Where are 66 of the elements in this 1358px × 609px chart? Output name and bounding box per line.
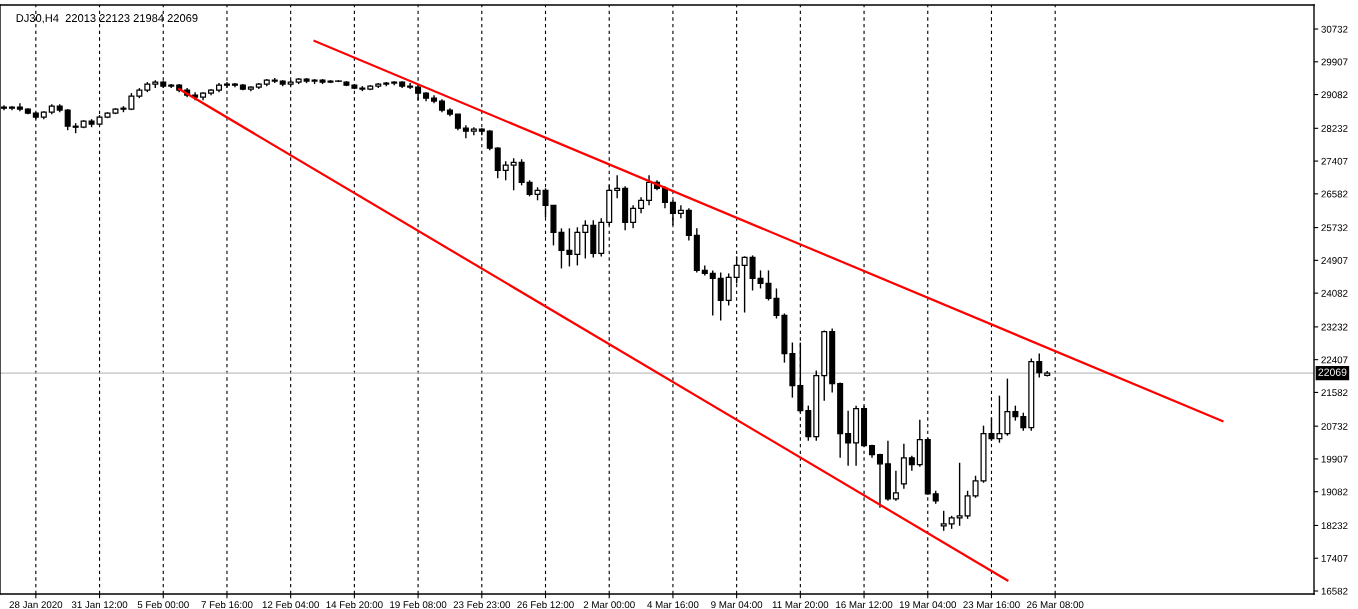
y-tick-label: 28232 [1321,125,1348,132]
candlestick [956,462,963,527]
x-tick-label: 16 Mar 12:00 [836,601,893,609]
x-tick-label: 31 Jan 12:00 [71,601,128,609]
candlestick [717,271,724,322]
y-tick-label: 17407 [1321,554,1348,562]
candlestick [518,158,525,186]
y-tick-label: 23232 [1321,323,1348,331]
candlestick [1020,411,1027,432]
x-tick-label: 7 Feb 16:00 [201,600,253,609]
x-tick-label: 4 Mar 16:00 [647,601,699,609]
y-tick-label: 29082 [1321,91,1348,99]
y-tick-label: 19082 [1321,488,1348,496]
x-tick-label: 23 Feb 23:00 [453,600,511,609]
x-tick-label: 23 Mar 16:00 [963,601,1020,609]
x-tick-label: 19 Mar 04:00 [899,601,957,609]
x-tick-label: 2 Mar 00:00 [583,601,635,609]
x-tick-label: 11 Mar 20:00 [772,601,829,609]
y-tick-label: 24907 [1321,257,1348,264]
y-tick-label: 20732 [1321,422,1348,430]
y-tick-label: 25732 [1321,224,1348,232]
candlestick [876,453,883,509]
candlestick [892,470,899,502]
candlestick [510,157,517,192]
candlestick [502,160,509,181]
x-tick-label: 12 Feb 04:00 [262,600,319,609]
candlestick [470,126,477,136]
y-tick-label: 21582 [1321,389,1348,397]
candlestick [462,124,469,139]
x-tick-label: 14 Feb 20:00 [326,600,383,609]
y-tick-label: 19907 [1321,455,1348,463]
candlestick [677,204,684,220]
candlestick [940,510,947,532]
candlestick [725,272,732,307]
ref-line-label: 22069 [1318,368,1347,376]
candlestick [494,146,501,179]
candlestick [486,129,493,151]
candlestick [1004,377,1011,437]
candlestick [614,174,621,200]
x-tick-label: 19 Feb 08:00 [390,600,447,609]
y-tick-label: 26582 [1321,190,1348,198]
candlestick [845,409,852,467]
y-tick-label: 30732 [1321,25,1348,33]
candlestick [566,227,573,268]
candlestick [964,490,971,520]
candlestick [661,185,668,210]
x-tick-label: 5 Feb 00:00 [137,600,189,609]
candlestick [630,204,637,230]
x-tick-label: 28 Jan 2020 [9,601,63,609]
y-tick-label: 29907 [1321,58,1348,66]
candlestick [582,219,589,260]
y-tick-label: 22407 [1321,356,1348,364]
candlestick [741,255,748,314]
candlestick [709,269,716,317]
y-tick-label: 27407 [1321,157,1348,165]
y-tick-label: 18232 [1321,522,1348,530]
candlestick [646,174,653,207]
x-tick-label: 9 Mar 04:00 [711,601,763,609]
candlestick [64,108,71,131]
y-tick-label: 16582 [1321,587,1348,595]
x-tick-label: 26 Feb 12:00 [517,600,574,609]
candlestick [574,226,581,267]
y-tick-label: 24082 [1321,289,1348,297]
candlestick [1036,352,1043,379]
x-tick-label: 26 Mar 08:00 [1027,601,1084,609]
text: DJ30,H4 22013 22123 21984 22069 [16,14,198,24]
